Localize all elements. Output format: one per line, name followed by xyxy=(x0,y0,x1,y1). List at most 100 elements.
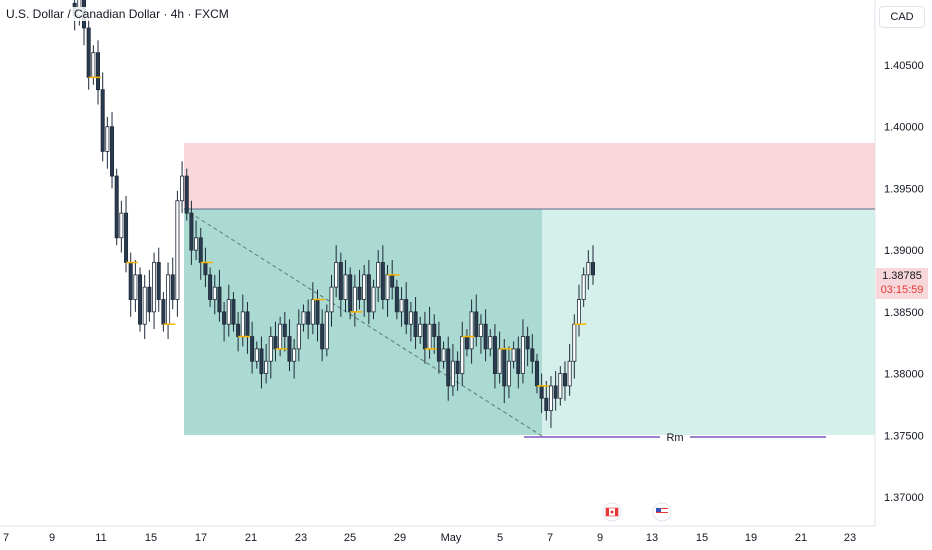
candle-body xyxy=(366,274,371,313)
time-axis-label: 9 xyxy=(49,532,55,544)
candle-body xyxy=(553,385,558,399)
candle-body xyxy=(525,336,530,350)
current-price-tag: 1.38785 03:15:59 xyxy=(876,268,928,299)
candle-body xyxy=(591,262,596,276)
candle-body xyxy=(343,274,348,300)
candle-body xyxy=(254,348,259,362)
candle-body xyxy=(376,262,381,288)
candle-body xyxy=(259,348,264,374)
candle-body xyxy=(161,299,166,325)
candle-body xyxy=(558,373,563,399)
candle-body xyxy=(460,336,465,374)
candle-body xyxy=(497,348,502,374)
time-axis-label: 7 xyxy=(3,532,9,544)
candle-body xyxy=(124,212,129,263)
candle-body xyxy=(268,336,273,362)
candle-body xyxy=(180,175,185,202)
candle-body xyxy=(310,299,315,325)
candle-body xyxy=(189,212,194,251)
candle-body xyxy=(100,89,105,152)
candle-body xyxy=(194,237,199,251)
candle-body xyxy=(240,311,245,337)
candle-body xyxy=(418,323,423,337)
candle-body xyxy=(208,274,213,300)
candle-body xyxy=(404,299,409,325)
candle-body xyxy=(315,299,320,325)
bar-countdown: 03:15:59 xyxy=(880,284,924,296)
time-axis-label: 5 xyxy=(497,532,503,544)
candle-body xyxy=(586,262,591,276)
candle-body xyxy=(469,311,474,350)
candle-body xyxy=(329,286,334,313)
candle-body xyxy=(371,286,376,313)
candle-body xyxy=(156,262,161,300)
candle-body xyxy=(436,336,441,362)
time-axis-label: 15 xyxy=(145,532,157,544)
candle-body xyxy=(147,286,152,313)
candle-body xyxy=(567,360,572,387)
currency-selector[interactable]: CAD xyxy=(879,6,925,28)
candle-body xyxy=(245,311,250,337)
time-axis-label: 23 xyxy=(844,532,856,544)
canada-flag-band xyxy=(615,508,618,516)
candle-body xyxy=(184,175,189,214)
candle-body xyxy=(320,323,325,350)
candle-body xyxy=(572,323,577,362)
candle-body xyxy=(212,286,217,300)
us-flag-stripe xyxy=(656,510,668,511)
candle-body xyxy=(133,274,138,300)
candle-body xyxy=(236,323,241,337)
time-axis-label: 13 xyxy=(646,532,658,544)
candle-body xyxy=(539,385,544,399)
price-axis-label: 1.37500 xyxy=(884,430,924,442)
candle-body xyxy=(96,52,101,91)
time-axis-label: 9 xyxy=(597,532,603,544)
candle-body xyxy=(427,323,432,350)
us-flag-stripe xyxy=(656,514,668,515)
time-axis-label: 25 xyxy=(344,532,356,544)
candle-body xyxy=(450,360,455,387)
candle-body xyxy=(394,286,399,313)
price-axis-label: 1.39000 xyxy=(884,245,924,257)
price-axis-label: 1.40500 xyxy=(884,60,924,72)
candle-body xyxy=(548,385,553,411)
candle-body xyxy=(110,126,115,177)
candle-body xyxy=(292,348,297,362)
candle-body xyxy=(91,52,96,78)
candle-body xyxy=(432,323,437,337)
candle-body xyxy=(301,311,306,325)
target-zone-projection xyxy=(542,209,875,435)
candle-body xyxy=(502,348,507,387)
time-axis-label: May xyxy=(441,532,462,544)
candle-body xyxy=(478,323,483,337)
price-axis-label: 1.40000 xyxy=(884,122,924,134)
time-axis-label: 29 xyxy=(394,532,406,544)
candle-body xyxy=(506,360,511,387)
candle-body xyxy=(324,311,329,350)
candle-body xyxy=(114,175,119,239)
candle-body xyxy=(119,212,124,239)
current-price-value: 1.38785 xyxy=(882,270,922,282)
time-axis-label: 17 xyxy=(195,532,207,544)
candle-body xyxy=(166,274,171,325)
candle-body xyxy=(198,237,203,263)
candle-body xyxy=(175,200,180,300)
candle-body xyxy=(446,348,451,387)
candle-body xyxy=(408,311,413,325)
candle-body xyxy=(334,262,339,288)
candle-body xyxy=(455,360,460,374)
candle-body xyxy=(348,274,353,313)
price-axis-label: 1.38000 xyxy=(884,369,924,381)
candle-body xyxy=(385,274,390,300)
candle-body xyxy=(86,27,91,78)
candle-body xyxy=(217,286,222,313)
price-axis-label: 1.39500 xyxy=(884,183,924,195)
candle-body xyxy=(534,360,539,387)
candle-body xyxy=(422,323,427,350)
candle-body xyxy=(544,397,549,411)
time-axis-label: 7 xyxy=(547,532,553,544)
time-axis-label: 21 xyxy=(245,532,257,544)
candle-body xyxy=(362,274,367,300)
candle-body xyxy=(380,262,385,300)
